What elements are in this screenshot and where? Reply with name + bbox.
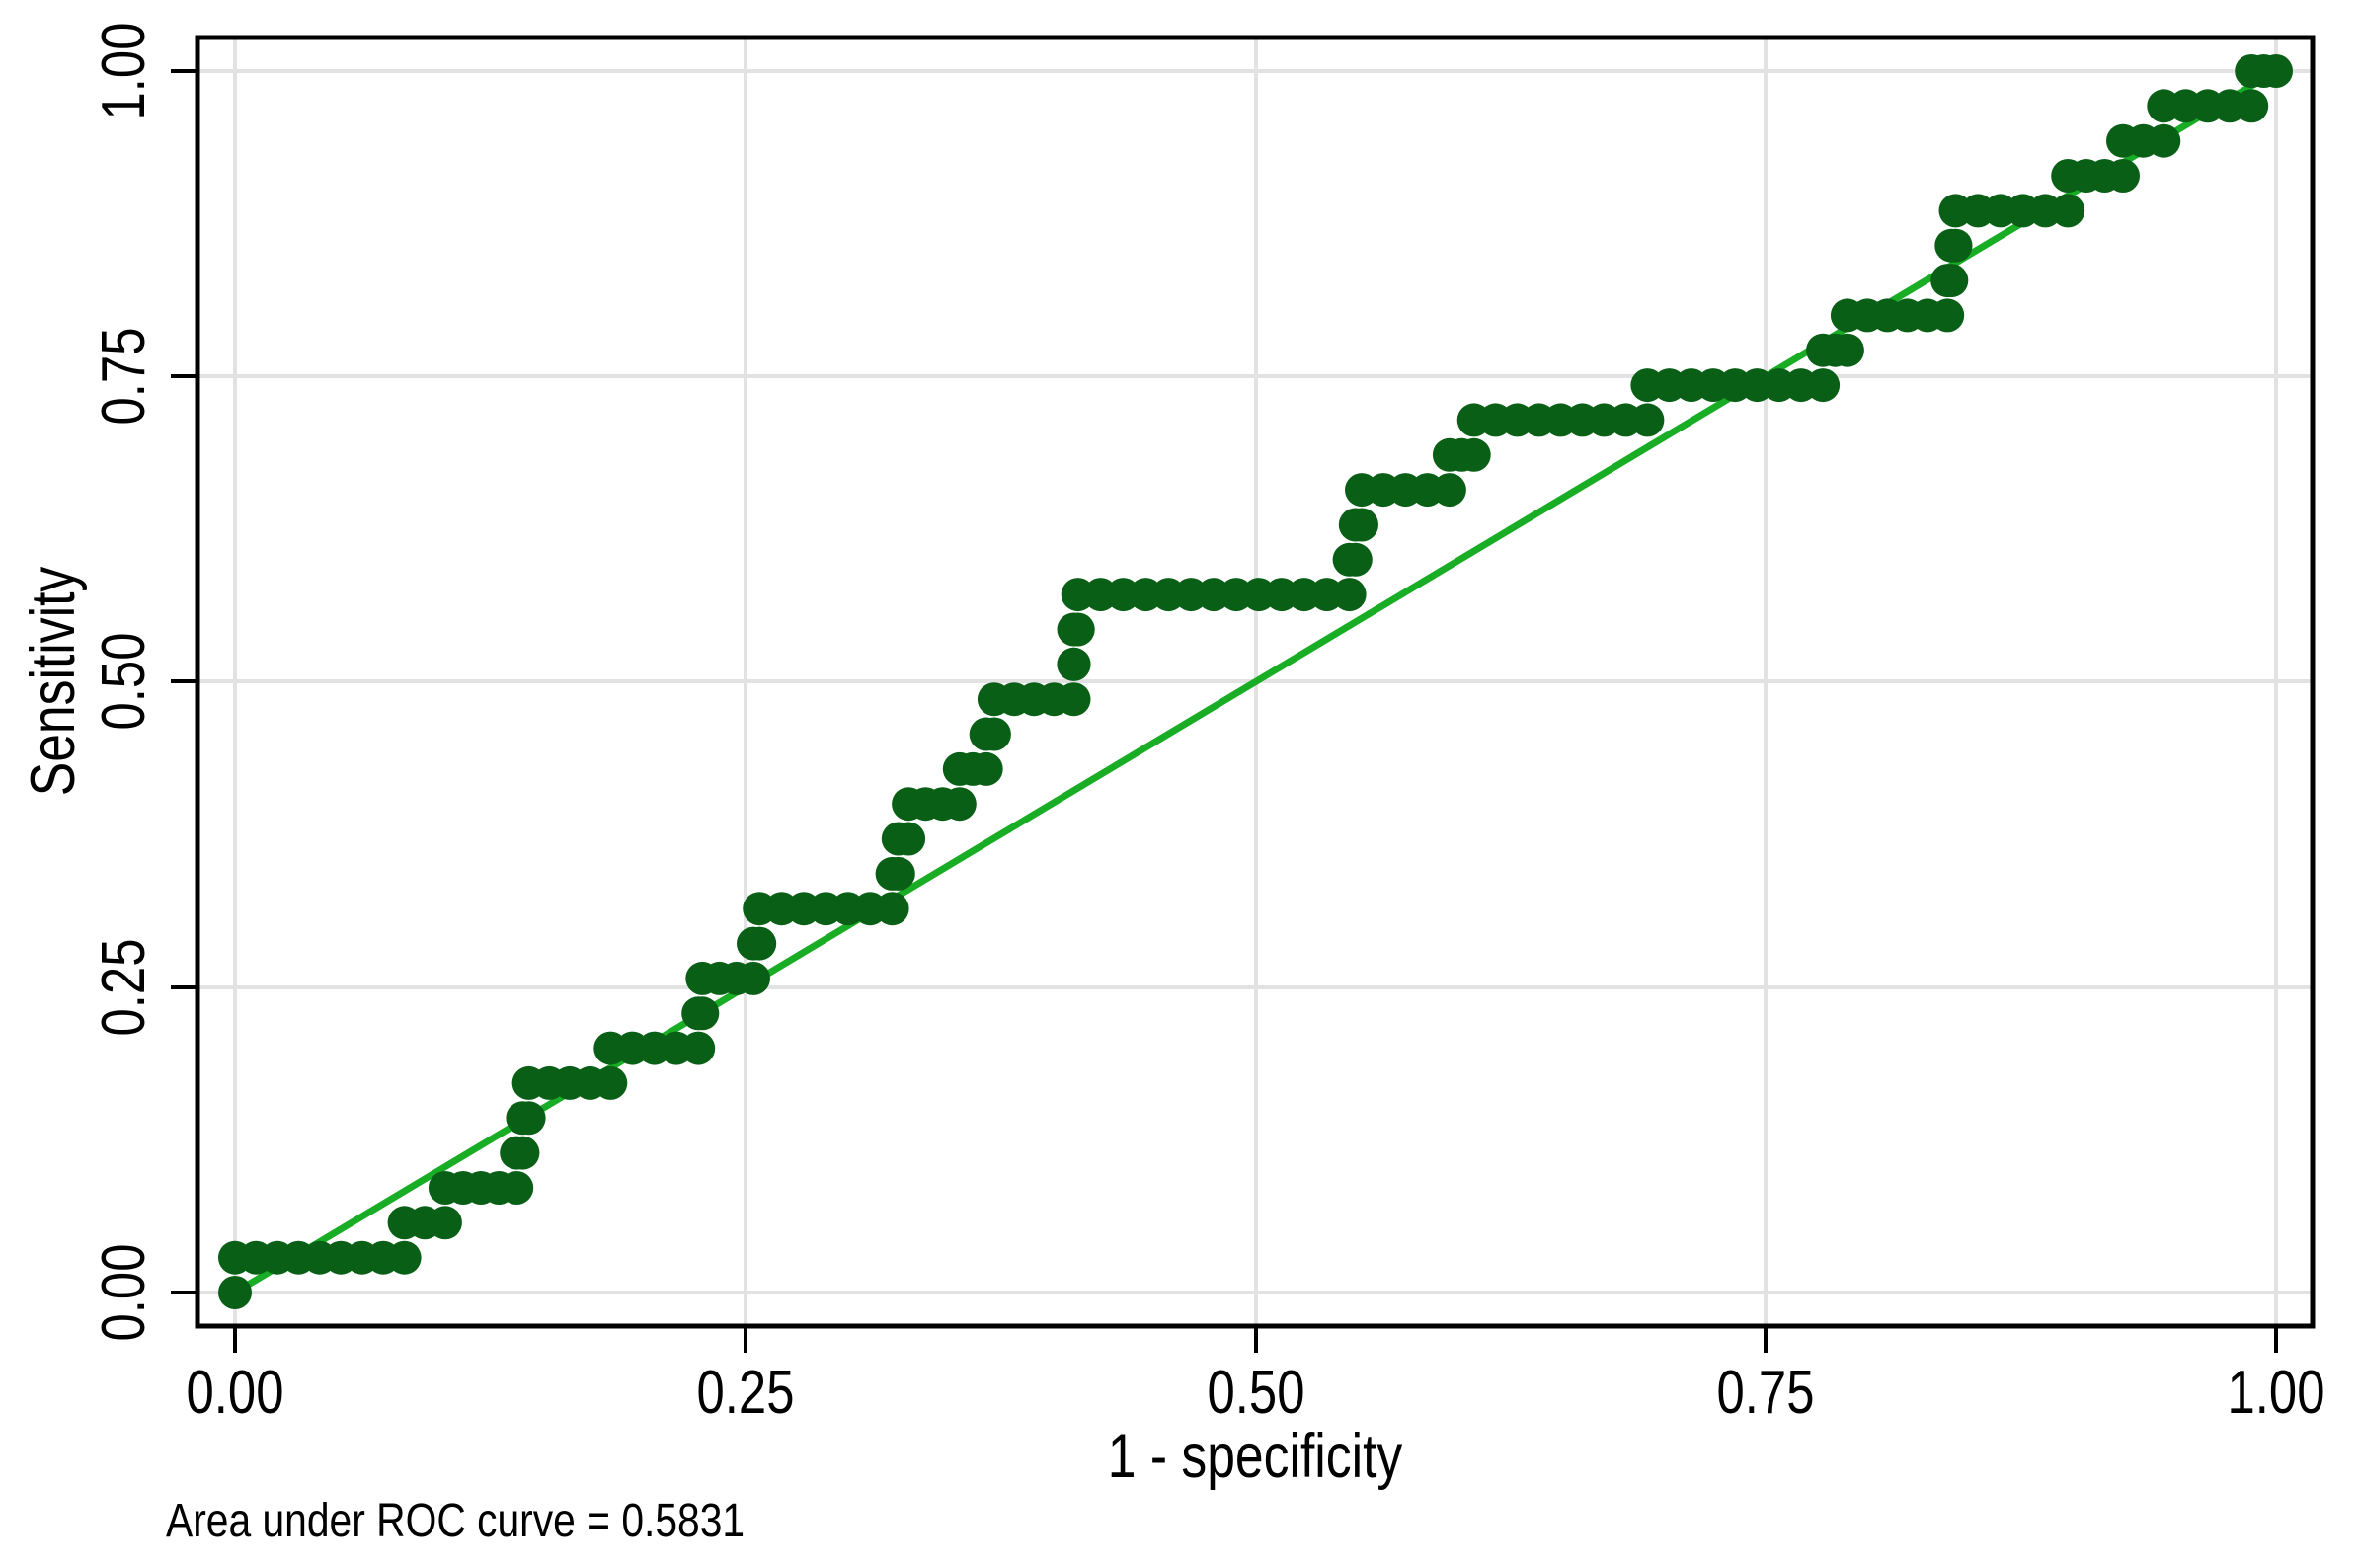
roc-point — [875, 892, 909, 926]
roc-point — [1432, 473, 1466, 508]
roc-point — [942, 787, 977, 822]
roc-point — [428, 1206, 462, 1240]
y-tick-label-1.00: 1.00 — [91, 23, 159, 120]
y-tick-label-0.75: 0.75 — [91, 328, 159, 426]
roc-point — [593, 1065, 628, 1100]
x-tick-label-0.50: 0.50 — [1208, 1359, 1305, 1427]
roc-point — [1938, 228, 1973, 263]
auc-caption: Area under ROC curve = 0.5831 — [166, 1495, 745, 1547]
roc-point — [1345, 508, 1378, 542]
roc-point — [1930, 298, 1965, 333]
x-axis-title: 1 - specificity — [1108, 1422, 1403, 1491]
tick-marks — [171, 69, 2278, 1353]
roc-point — [1061, 612, 1095, 647]
x-tick-label-0.75: 0.75 — [1717, 1359, 1815, 1427]
roc-point — [1057, 647, 1091, 681]
roc-point — [685, 996, 720, 1031]
x-tick-label-0.25: 0.25 — [697, 1359, 795, 1427]
roc-point — [1830, 333, 1864, 367]
roc-point — [977, 717, 1011, 751]
roc-point — [1806, 368, 1841, 403]
roc-point — [743, 926, 777, 961]
y-tick-label-0.00: 0.00 — [91, 1244, 159, 1342]
roc-point — [2235, 89, 2269, 123]
roc-point — [1338, 542, 1373, 577]
y-axis-title: Sensitivity — [19, 567, 88, 797]
roc-point — [511, 1101, 546, 1136]
roc-point — [969, 751, 1003, 786]
roc-points-group — [218, 54, 2293, 1309]
y-tick-label-0.25: 0.25 — [91, 939, 159, 1037]
roc-point — [881, 856, 915, 891]
roc-point — [681, 1031, 716, 1065]
x-tick-label-1.00: 1.00 — [2228, 1359, 2325, 1427]
roc-point — [2106, 159, 2140, 193]
roc-point — [2051, 194, 2085, 228]
roc-point — [892, 822, 926, 856]
roc-point — [737, 961, 770, 995]
roc-point — [1456, 437, 1491, 472]
roc-point — [506, 1136, 540, 1170]
roc-point — [387, 1240, 422, 1275]
roc-point — [1057, 682, 1091, 717]
roc-point — [2259, 54, 2293, 88]
y-tick-label-0.50: 0.50 — [91, 633, 159, 731]
roc-point — [1630, 403, 1665, 437]
roc-point — [2147, 123, 2181, 158]
roc-point — [218, 1276, 252, 1309]
roc-point — [1934, 264, 1969, 298]
x-tick-label-0.00: 0.00 — [187, 1359, 284, 1427]
roc-point — [500, 1171, 534, 1205]
roc-point — [1332, 578, 1367, 612]
